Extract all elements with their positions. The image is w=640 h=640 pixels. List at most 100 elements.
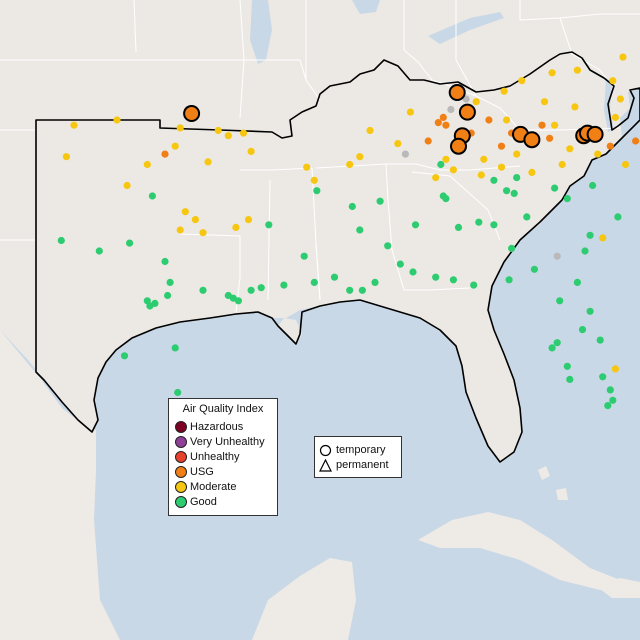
monitor-good[interactable] — [586, 307, 594, 315]
monitor-good[interactable] — [523, 213, 531, 221]
monitor-moderate[interactable] — [497, 163, 506, 171]
monitor-good[interactable] — [530, 265, 539, 273]
monitor-good[interactable] — [454, 223, 463, 231]
monitor-moderate[interactable] — [500, 87, 508, 95]
monitor-good[interactable] — [148, 192, 156, 200]
monitor-good[interactable] — [164, 291, 172, 300]
temporary-monitor-usg[interactable] — [586, 125, 604, 143]
monitor-moderate[interactable] — [224, 132, 232, 140]
monitor-good[interactable] — [432, 273, 440, 281]
monitor-moderate[interactable] — [540, 98, 549, 106]
monitor-good[interactable] — [120, 352, 129, 360]
monitor-good[interactable] — [490, 221, 498, 229]
monitor-good[interactable] — [553, 339, 561, 347]
monitor-no-data[interactable] — [553, 252, 561, 260]
monitor-good[interactable] — [470, 281, 478, 289]
temporary-monitor-usg[interactable] — [450, 137, 467, 155]
monitor-moderate[interactable] — [558, 160, 566, 169]
monitor-good[interactable] — [581, 247, 589, 255]
monitor-good[interactable] — [199, 286, 207, 294]
monitor-good[interactable] — [614, 213, 622, 221]
monitor-good[interactable] — [503, 187, 511, 195]
monitor-moderate[interactable] — [366, 126, 374, 135]
monitor-good[interactable] — [151, 299, 159, 307]
monitor-good[interactable] — [384, 242, 392, 250]
monitor-moderate[interactable] — [199, 229, 207, 237]
monitor-good[interactable] — [513, 174, 521, 182]
monitor-good[interactable] — [174, 388, 182, 397]
monitor-moderate[interactable] — [62, 153, 70, 161]
monitor-good[interactable] — [475, 218, 483, 226]
monitor-moderate[interactable] — [176, 124, 184, 132]
monitor-moderate[interactable] — [356, 153, 364, 161]
monitor-good[interactable] — [505, 276, 513, 284]
monitor-moderate[interactable] — [181, 208, 189, 216]
monitor-good[interactable] — [310, 278, 318, 286]
monitor-no-data[interactable] — [462, 95, 470, 103]
monitor-good[interactable] — [95, 247, 103, 255]
monitor-good[interactable] — [356, 226, 364, 234]
monitor-moderate[interactable] — [472, 98, 480, 106]
monitor-usg[interactable] — [606, 142, 614, 150]
monitor-usg[interactable] — [424, 137, 432, 145]
monitor-moderate[interactable] — [611, 365, 620, 373]
monitor-good[interactable] — [449, 276, 457, 284]
monitor-moderate[interactable] — [480, 155, 488, 163]
monitor-good[interactable] — [376, 197, 384, 205]
monitor-moderate[interactable] — [594, 150, 602, 158]
monitor-good[interactable] — [548, 344, 556, 352]
monitor-moderate[interactable] — [619, 53, 627, 61]
monitor-good[interactable] — [143, 297, 151, 305]
monitor-moderate[interactable] — [346, 160, 354, 169]
monitor-good[interactable] — [57, 236, 65, 245]
monitor-moderate[interactable] — [191, 216, 199, 224]
monitor-good[interactable] — [313, 187, 321, 195]
monitor-moderate[interactable] — [449, 166, 457, 174]
monitor-good[interactable] — [265, 221, 273, 229]
monitor-good[interactable] — [586, 231, 594, 239]
temporary-monitor-usg[interactable] — [448, 84, 466, 101]
monitor-moderate[interactable] — [518, 77, 526, 85]
monitor-good[interactable] — [171, 344, 179, 352]
monitor-good[interactable] — [490, 176, 498, 184]
monitor-good[interactable] — [348, 202, 356, 211]
monitor-good[interactable] — [330, 273, 339, 281]
monitor-good[interactable] — [578, 326, 587, 334]
monitor-good[interactable] — [371, 278, 379, 286]
monitor-good[interactable] — [508, 244, 516, 252]
monitor-moderate[interactable] — [247, 147, 255, 155]
monitor-good[interactable] — [257, 284, 265, 292]
monitor-good[interactable] — [358, 286, 366, 294]
monitor-moderate[interactable] — [239, 129, 248, 137]
monitor-usg[interactable] — [485, 116, 493, 124]
monitor-good[interactable] — [510, 189, 518, 197]
monitor-good[interactable] — [596, 336, 604, 344]
monitor-moderate[interactable] — [503, 116, 511, 124]
monitor-usg[interactable] — [497, 142, 506, 150]
monitor-good[interactable] — [604, 402, 612, 410]
monitor-usg[interactable] — [546, 134, 554, 142]
monitor-good[interactable] — [609, 396, 617, 404]
monitor-good[interactable] — [280, 281, 288, 289]
monitor-good[interactable] — [396, 260, 404, 268]
temporary-monitor-usg[interactable] — [458, 103, 476, 121]
monitor-good[interactable] — [247, 286, 255, 294]
monitor-usg[interactable] — [632, 137, 640, 145]
monitor-moderate[interactable] — [609, 77, 617, 85]
monitor-moderate[interactable] — [528, 168, 536, 176]
monitor-good[interactable] — [556, 297, 564, 305]
monitor-moderate[interactable] — [432, 174, 440, 182]
monitor-moderate[interactable] — [513, 150, 521, 158]
monitor-moderate[interactable] — [123, 181, 131, 190]
monitor-usg[interactable] — [439, 113, 447, 121]
monitor-moderate[interactable] — [176, 226, 184, 234]
monitor-usg[interactable] — [442, 121, 450, 129]
monitor-usg[interactable] — [434, 119, 442, 127]
monitor-usg[interactable] — [538, 121, 546, 129]
monitor-moderate[interactable] — [143, 160, 151, 169]
monitor-moderate[interactable] — [232, 223, 240, 231]
monitor-good[interactable] — [300, 252, 308, 260]
monitor-no-data[interactable] — [401, 150, 409, 158]
monitor-good[interactable] — [346, 286, 354, 294]
monitor-good[interactable] — [563, 362, 571, 370]
